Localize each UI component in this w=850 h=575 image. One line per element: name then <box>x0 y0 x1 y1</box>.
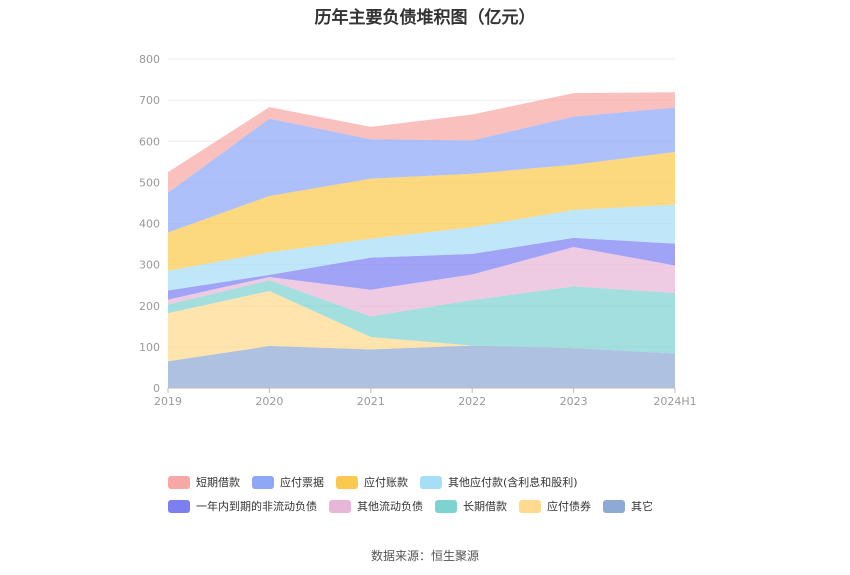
legend-row: 短期借款 应付票据 应付账款 其他应付款(含利息和股利) <box>168 473 728 491</box>
legend-swatch <box>336 475 358 489</box>
legend-item[interactable]: 其他流动负债 <box>329 498 423 514</box>
area-series <box>168 151 675 271</box>
x-tick-label: 2023 <box>560 395 588 408</box>
legend-label: 其他应付款(含利息和股利) <box>448 476 578 489</box>
legend-swatch <box>168 499 190 513</box>
legend-item[interactable]: 其它 <box>603 498 653 514</box>
legend: 短期借款 应付票据 应付账款 其他应付款(含利息和股利) 一年内到期的非流动负债 其他流动… <box>168 473 728 521</box>
area-series <box>168 246 675 317</box>
legend-swatch <box>420 475 442 489</box>
data-source: 数据来源：恒生聚源 <box>370 549 479 563</box>
y-tick-label: 400 <box>139 218 160 231</box>
y-tick-label: 200 <box>139 300 160 313</box>
area-series <box>168 92 675 193</box>
x-tick-label: 2022 <box>458 395 486 408</box>
x-tick-label: 2020 <box>255 395 283 408</box>
legend-item[interactable]: 应付票据 <box>252 474 324 490</box>
area-series <box>168 345 675 388</box>
legend-label: 长期借款 <box>463 500 507 513</box>
x-tick-label: 2019 <box>154 395 182 408</box>
legend-row: 一年内到期的非流动负债 其他流动负债 长期借款 应付债券 其它 <box>168 497 728 515</box>
legend-item[interactable]: 短期借款 <box>168 474 240 490</box>
legend-label: 应付票据 <box>280 476 324 489</box>
y-tick-label: 0 <box>153 382 160 395</box>
legend-label: 应付债券 <box>547 500 591 513</box>
y-tick-label: 700 <box>139 94 160 107</box>
area-series <box>168 204 675 291</box>
legend-label: 应付账款 <box>364 476 408 489</box>
legend-item[interactable]: 应付债券 <box>519 498 591 514</box>
x-tick-label: 2024H1 <box>653 395 696 408</box>
legend-item[interactable]: 其他应付款(含利息和股利) <box>420 474 578 490</box>
y-tick-label: 800 <box>139 53 160 66</box>
area-series <box>168 237 675 300</box>
x-tick-label: 2021 <box>357 395 385 408</box>
stacked-area-chart: 0 100 200 300 400 500 600 700 800 2019 2020 2021 202… <box>139 53 697 408</box>
legend-label: 短期借款 <box>196 476 240 489</box>
legend-item[interactable]: 一年内到期的非流动负债 <box>168 498 317 514</box>
legend-label: 其它 <box>631 500 653 513</box>
area-series <box>168 290 675 362</box>
legend-swatch <box>168 475 190 489</box>
legend-swatch <box>435 499 457 513</box>
y-tick-label: 300 <box>139 259 160 272</box>
y-tick-label: 500 <box>139 176 160 189</box>
legend-item[interactable]: 应付账款 <box>336 474 408 490</box>
legend-label: 其他流动负债 <box>357 500 423 513</box>
legend-swatch <box>329 499 351 513</box>
area-series <box>168 280 675 354</box>
chart-title: 历年主要负债堆积图（亿元） <box>314 8 536 28</box>
legend-swatch <box>603 499 625 513</box>
legend-swatch <box>519 499 541 513</box>
area-series <box>168 107 675 233</box>
legend-label: 一年内到期的非流动负债 <box>196 500 317 513</box>
y-tick-label: 100 <box>139 341 160 354</box>
legend-item[interactable]: 长期借款 <box>435 498 507 514</box>
legend-swatch <box>252 475 274 489</box>
y-tick-label: 600 <box>139 135 160 148</box>
